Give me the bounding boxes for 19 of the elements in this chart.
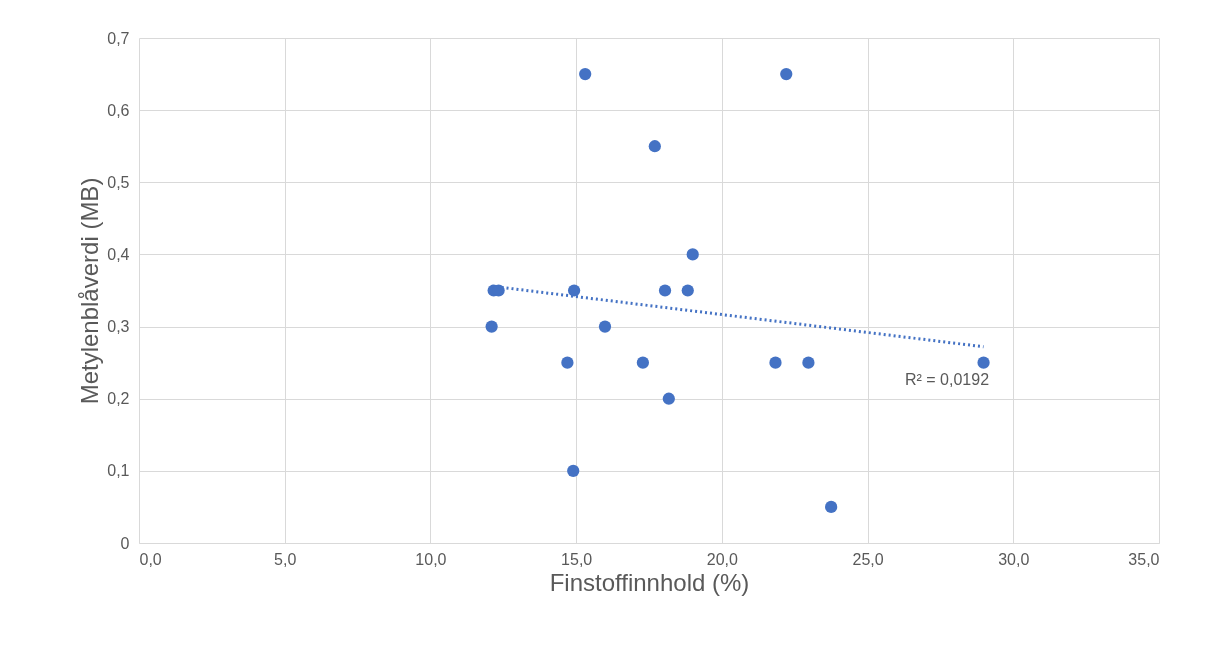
x-tick-label: 20,0: [706, 550, 739, 568]
y-tick-label: 0,1: [107, 462, 130, 480]
x-tick-label: 25,0: [852, 550, 884, 568]
y-tick-label: 0,5: [107, 173, 130, 191]
x-tick-label: 10,0: [415, 550, 447, 568]
x-axis-title: Finstoffinnhold (%): [549, 568, 750, 596]
y-tick-label: 0,6: [107, 101, 130, 119]
x-tick-label: 5,0: [274, 550, 297, 568]
y-tick-label: 0: [120, 534, 130, 552]
x-tick-label: 35,0: [1128, 550, 1160, 568]
x-tick-label: 0,0: [139, 550, 162, 568]
y-axis-title: Metylenblåverdi (MB): [76, 177, 104, 405]
annotation: R² = 0,0192: [904, 371, 990, 388]
y-tick-label: 0,7: [107, 29, 130, 47]
y-tick-label: 0,2: [107, 390, 130, 408]
y-tick-label: 0,3: [107, 318, 130, 336]
x-tick-label: 30,0: [998, 550, 1030, 568]
x-tick-label: 15,0: [561, 550, 593, 568]
y-tick-label: 0,4: [107, 245, 130, 263]
